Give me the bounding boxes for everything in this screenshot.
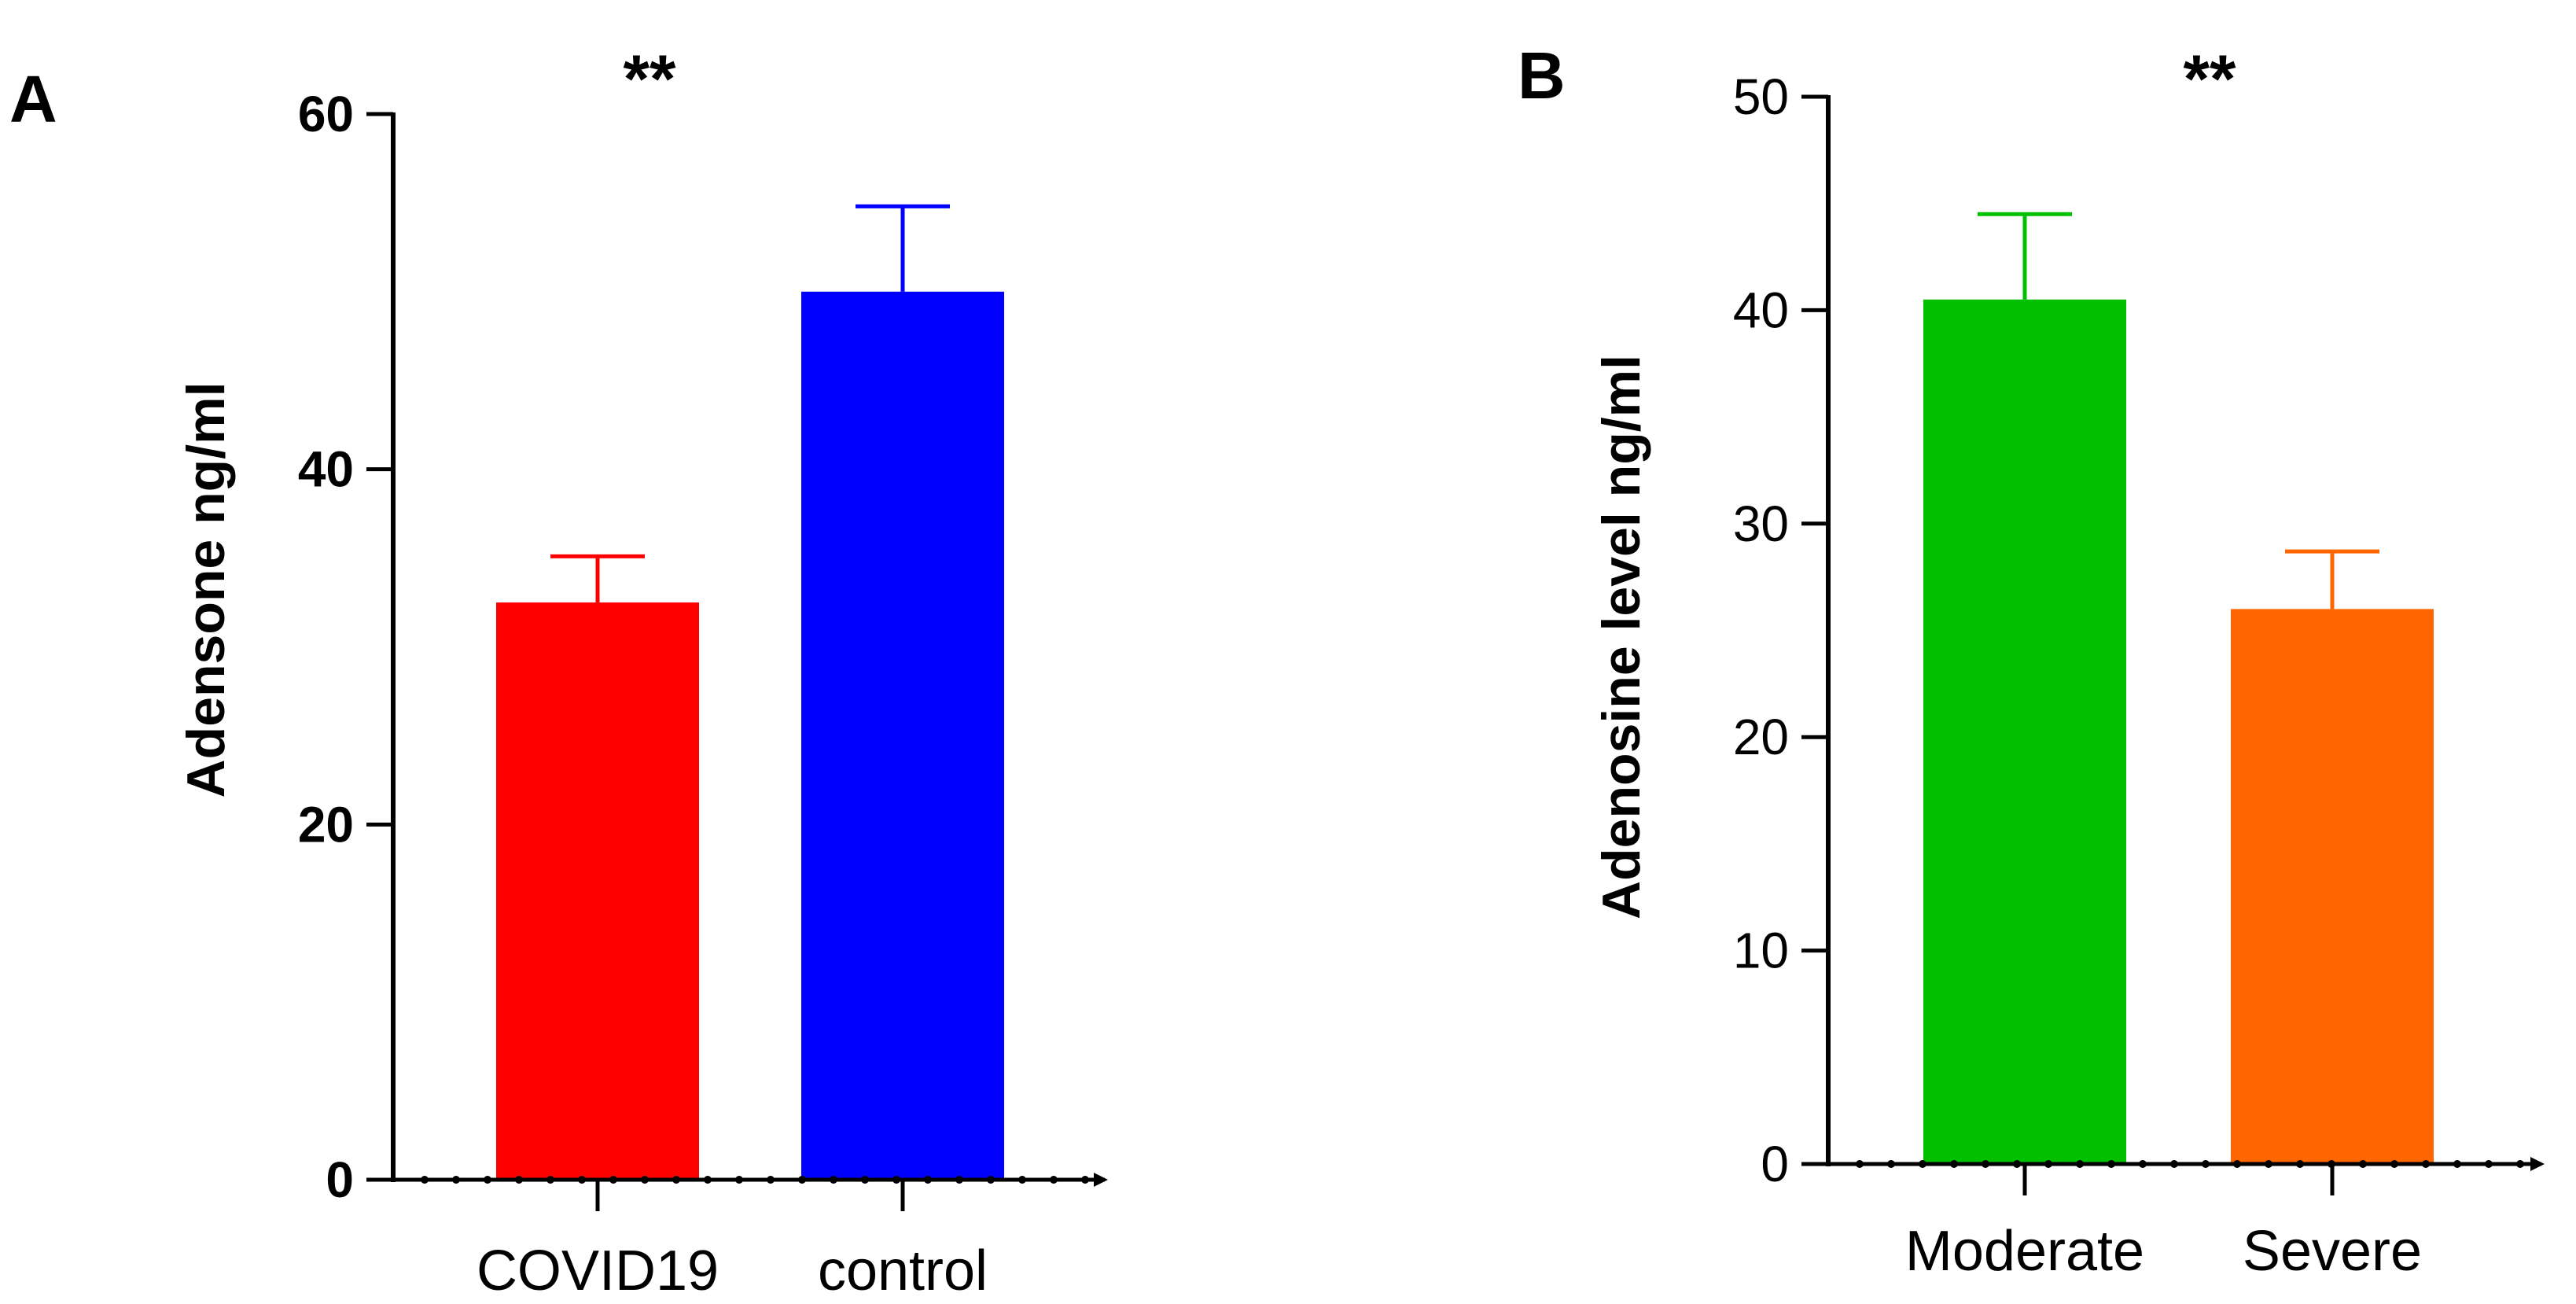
x-axis-dot-b (2485, 1160, 2493, 1168)
y-tick-label-a-0: 0 (326, 1151, 354, 1208)
y-tick-label-b-1: 10 (1733, 923, 1789, 979)
x-axis-dot-a (892, 1176, 900, 1184)
x-axis-dot-a (987, 1176, 995, 1184)
y-tick-label-a-2: 40 (298, 441, 354, 498)
significance-marker-a: ** (624, 42, 676, 117)
x-axis-dot-b (1856, 1160, 1864, 1168)
x-axis-dot-a (735, 1176, 743, 1184)
y-tick-label-a-1: 20 (298, 796, 354, 853)
x-axis-dot-a (767, 1176, 775, 1184)
x-axis-dot-b (2139, 1160, 2147, 1168)
x-axis-dot-a (641, 1176, 649, 1184)
x-axis-dot-b (2453, 1160, 2461, 1168)
x-axis-dot-a (546, 1176, 554, 1184)
category-label-a-1: COVID19 (477, 1240, 719, 1302)
x-axis-dot-a (955, 1176, 963, 1184)
x-axis-dot-b (2390, 1160, 2398, 1168)
chart-panel-b: B ** Adenosine level ng/ml 0 10 20 30 40 50 M… (1518, 39, 2545, 1283)
chart-panel-a: A ** Adensone ng/ml 0 20 40 60 COVID19 contr… (9, 42, 1108, 1302)
panel-label-b: B (1518, 39, 1566, 112)
x-axis-dot-a (1081, 1176, 1089, 1184)
category-label-b-2: Severe (2243, 1220, 2422, 1283)
x-axis-dot-a (672, 1176, 680, 1184)
significance-marker-b: ** (2184, 42, 2236, 117)
x-axis-dot-a (830, 1176, 837, 1184)
y-axis-label-b: Adenosine level ng/ml (1592, 355, 1651, 919)
x-axis-dot-b (2107, 1160, 2115, 1168)
x-axis-dot-b (2076, 1160, 2084, 1168)
x-axis-dot-a (578, 1176, 586, 1184)
x-axis-dot-b (1950, 1160, 1958, 1168)
panel-label-a: A (9, 62, 57, 136)
x-axis-dot-b (1919, 1160, 1926, 1168)
x-axis-dot-a (452, 1176, 460, 1184)
x-axis-dot-b (2233, 1160, 2241, 1168)
x-axis-dot-a (798, 1176, 806, 1184)
x-axis-dot-b (2422, 1160, 2430, 1168)
x-axis-dot-b (2013, 1160, 2021, 1168)
y-tick-label-b-4: 40 (1733, 282, 1789, 338)
bar-a-2 (801, 292, 1004, 1180)
y-tick-label-b-2: 20 (1733, 709, 1789, 765)
y-tick-label-b-3: 30 (1733, 495, 1789, 552)
x-axis-arrow-a (1094, 1173, 1108, 1187)
x-axis-dot-b (2202, 1160, 2210, 1168)
x-axis-dot-a (484, 1176, 491, 1184)
y-tick-label-b-0: 0 (1761, 1136, 1789, 1192)
x-axis-dot-b (1982, 1160, 1989, 1168)
category-label-a-2: control (818, 1240, 988, 1302)
figure: A ** Adensone ng/ml 0 20 40 60 COVID19 contr… (0, 0, 2576, 1304)
x-axis-dot-a (421, 1176, 429, 1184)
x-axis-dot-a (704, 1176, 712, 1184)
bar-b-2 (2231, 609, 2434, 1164)
x-axis-dot-b (2044, 1160, 2052, 1168)
y-tick-label-b-5: 50 (1733, 68, 1789, 125)
bar-a-1 (496, 602, 699, 1180)
bar-b-1 (1923, 300, 2126, 1164)
x-axis-dot-a (861, 1176, 869, 1184)
x-axis-dot-a (515, 1176, 523, 1184)
x-axis-dot-a (609, 1176, 617, 1184)
x-axis-dot-b (2265, 1160, 2272, 1168)
category-label-b-1: Moderate (1905, 1220, 2144, 1283)
y-tick-label-a-3: 60 (298, 86, 354, 142)
x-axis-dot-b (2170, 1160, 2178, 1168)
x-axis-dot-a (924, 1176, 932, 1184)
x-axis-dot-b (1887, 1160, 1895, 1168)
x-axis-dot-b (2328, 1160, 2335, 1168)
x-axis-arrow-b (2530, 1157, 2545, 1171)
x-axis-dot-a (1018, 1176, 1026, 1184)
x-axis-dot-b (2296, 1160, 2304, 1168)
x-axis-dot-a (1050, 1176, 1058, 1184)
x-axis-dot-b (2359, 1160, 2367, 1168)
y-axis-label-a: Adensone ng/ml (176, 382, 236, 798)
x-axis-dot-b (2516, 1160, 2524, 1168)
